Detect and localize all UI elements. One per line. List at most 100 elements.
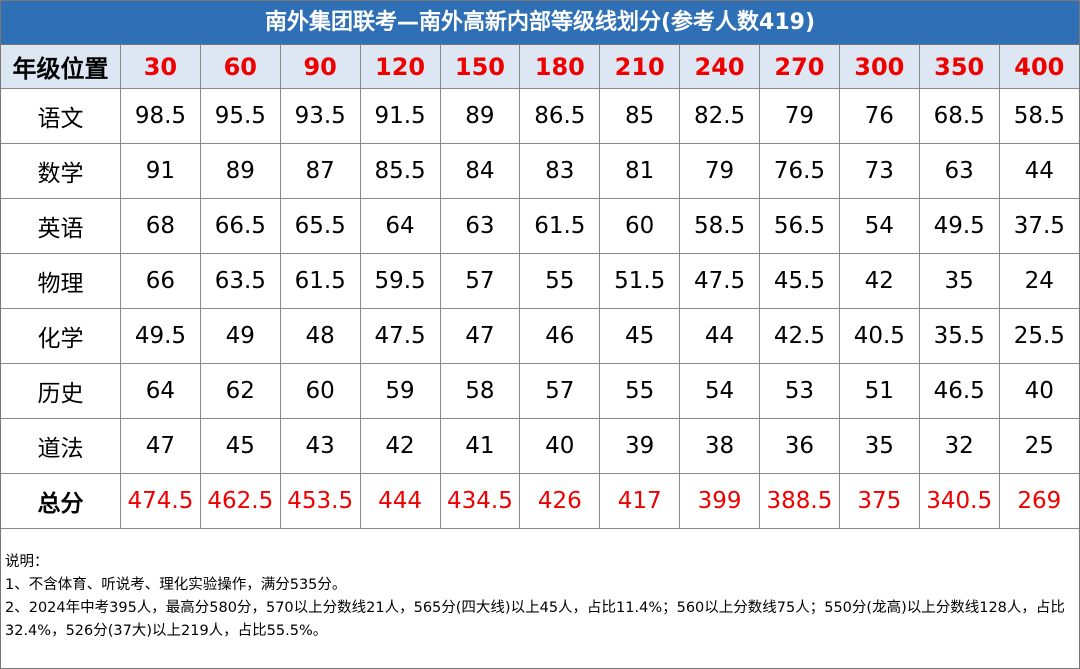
score-cell: 49.5 bbox=[120, 308, 201, 364]
subject-label: 历史 bbox=[1, 363, 121, 419]
score-cell: 65.5 bbox=[279, 198, 361, 254]
score-cell: 40 bbox=[519, 418, 601, 474]
score-cell: 63 bbox=[439, 198, 521, 254]
score-cell: 36 bbox=[759, 418, 840, 474]
total-row: 总分 474.5 462.5 453.5 444 434.5 426 417 399 388.5 3… bbox=[1, 473, 1079, 529]
score-cell: 49.5 bbox=[918, 198, 1000, 254]
score-cell: 58.5 bbox=[679, 198, 760, 254]
table: 年级位置 30 60 90 120 150 180 210 240 270 300 350 400 语文 9… bbox=[1, 45, 1079, 529]
subject-label: 英语 bbox=[1, 198, 121, 254]
subject-label: 数学 bbox=[1, 143, 121, 199]
score-cell: 93.5 bbox=[279, 88, 361, 144]
total-cell: 269 bbox=[998, 473, 1079, 529]
score-cell: 66 bbox=[120, 253, 201, 309]
rank-header: 150 bbox=[439, 45, 521, 89]
score-cell: 45.5 bbox=[759, 253, 840, 309]
score-cell: 76.5 bbox=[759, 143, 840, 199]
score-cell: 73 bbox=[838, 143, 920, 199]
score-cell: 55 bbox=[599, 363, 681, 419]
rank-header: 350 bbox=[918, 45, 1000, 89]
score-cell: 55 bbox=[519, 253, 601, 309]
score-cell: 68 bbox=[120, 198, 201, 254]
score-cell: 76 bbox=[838, 88, 920, 144]
total-cell: 434.5 bbox=[439, 473, 521, 529]
rank-header: 60 bbox=[199, 45, 281, 89]
score-cell: 59.5 bbox=[359, 253, 441, 309]
rank-header: 120 bbox=[359, 45, 441, 89]
rank-header: 270 bbox=[759, 45, 840, 89]
score-cell: 53 bbox=[759, 363, 840, 419]
score-cell: 79 bbox=[759, 88, 840, 144]
score-cell: 24 bbox=[998, 253, 1079, 309]
score-cell: 56.5 bbox=[759, 198, 840, 254]
note-line: 说明： bbox=[5, 554, 49, 570]
score-cell: 54 bbox=[838, 198, 920, 254]
score-cell: 61.5 bbox=[519, 198, 601, 254]
score-cell: 82.5 bbox=[679, 88, 760, 144]
score-cell: 62 bbox=[199, 363, 281, 419]
score-cell: 40.5 bbox=[838, 308, 920, 364]
note-line: 1、不含体育、听说考、理化实验操作，满分535分。 bbox=[5, 577, 347, 593]
score-cell: 89 bbox=[439, 88, 521, 144]
score-cell: 91.5 bbox=[359, 88, 441, 144]
score-cell: 91 bbox=[120, 143, 201, 199]
score-cell: 39 bbox=[599, 418, 681, 474]
score-cell: 35 bbox=[918, 253, 1000, 309]
subject-label: 物理 bbox=[1, 253, 121, 309]
subject-row: 语文 98.5 95.5 93.5 91.5 89 86.5 85 82.5 79 76 68.5 58… bbox=[1, 88, 1079, 144]
score-cell: 68.5 bbox=[918, 88, 1000, 144]
score-cell: 44 bbox=[998, 143, 1079, 199]
total-cell: 340.5 bbox=[918, 473, 1000, 529]
rank-header: 210 bbox=[599, 45, 681, 89]
score-cell: 47 bbox=[439, 308, 521, 364]
score-cell: 35 bbox=[838, 418, 920, 474]
score-cell: 84 bbox=[439, 143, 521, 199]
score-cell: 61.5 bbox=[279, 253, 361, 309]
score-cell: 42 bbox=[838, 253, 920, 309]
score-cell: 86.5 bbox=[519, 88, 601, 144]
total-cell: 444 bbox=[359, 473, 441, 529]
score-cell: 46.5 bbox=[918, 363, 1000, 419]
score-cell: 63.5 bbox=[199, 253, 281, 309]
total-cell: 462.5 bbox=[199, 473, 281, 529]
subject-row: 化学 49.5 49 48 47.5 47 46 45 44 42.5 40.5 35.5 25.5 bbox=[1, 308, 1079, 364]
score-cell: 44 bbox=[679, 308, 760, 364]
subject-row: 道法 47 45 43 42 41 40 39 38 36 35 32 25 bbox=[1, 418, 1079, 474]
score-cell: 47 bbox=[120, 418, 201, 474]
score-cell: 51.5 bbox=[599, 253, 681, 309]
rank-header: 400 bbox=[998, 45, 1079, 89]
subject-row: 历史 64 62 60 59 58 57 55 54 53 51 46.5 40 bbox=[1, 363, 1079, 419]
rank-header: 240 bbox=[679, 45, 760, 89]
score-cell: 87 bbox=[279, 143, 361, 199]
notes: 说明： 1、不含体育、听说考、理化实验操作，满分535分。 2、2024年中考395… bbox=[1, 529, 1079, 643]
total-cell: 417 bbox=[599, 473, 681, 529]
score-cell: 42.5 bbox=[759, 308, 840, 364]
header-row: 年级位置 30 60 90 120 150 180 210 240 270 300 350 400 bbox=[1, 45, 1079, 89]
score-cell: 48 bbox=[279, 308, 361, 364]
rank-header: 180 bbox=[519, 45, 601, 89]
subject-label: 语文 bbox=[1, 88, 121, 144]
score-cell: 47.5 bbox=[679, 253, 760, 309]
score-cell: 57 bbox=[519, 363, 601, 419]
score-cell: 25.5 bbox=[998, 308, 1079, 364]
total-cell: 474.5 bbox=[120, 473, 201, 529]
score-cell: 58.5 bbox=[998, 88, 1079, 144]
score-cell: 42 bbox=[359, 418, 441, 474]
score-cell: 45 bbox=[199, 418, 281, 474]
score-cell: 32 bbox=[918, 418, 1000, 474]
score-cell: 83 bbox=[519, 143, 601, 199]
score-cell: 45 bbox=[599, 308, 681, 364]
total-cell: 426 bbox=[519, 473, 601, 529]
subject-label: 化学 bbox=[1, 308, 121, 364]
score-cell: 64 bbox=[359, 198, 441, 254]
score-cell: 89 bbox=[199, 143, 281, 199]
score-cell: 81 bbox=[599, 143, 681, 199]
score-cell: 35.5 bbox=[918, 308, 1000, 364]
total-cell: 375 bbox=[838, 473, 920, 529]
title: 南外集团联考—南外高新内部等级线划分(参考人数419) bbox=[1, 1, 1079, 45]
score-cell: 49 bbox=[199, 308, 281, 364]
total-cell: 399 bbox=[679, 473, 760, 529]
score-cell: 66.5 bbox=[199, 198, 281, 254]
subject-row: 数学 91 89 87 85.5 84 83 81 79 76.5 73 63 44 bbox=[1, 143, 1079, 199]
